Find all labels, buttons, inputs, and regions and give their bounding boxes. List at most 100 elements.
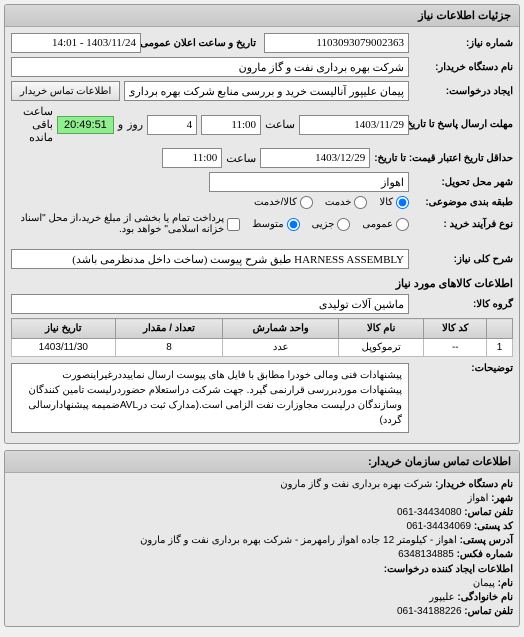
buyer-phone: 34434080-061 (397, 507, 462, 518)
ptype-medium-item[interactable]: متوسط (252, 218, 299, 231)
details-panel: جزئیات اطلاعات نیاز شماره نیاز: تاریخ و … (4, 4, 520, 444)
cell-date: 1403/11/30 (12, 339, 116, 357)
city-k: شهر: (491, 493, 513, 504)
cat-label: طبقه بندی موضوعی: (413, 197, 513, 208)
cell-name: ترموکوپل (338, 339, 423, 357)
cat-service-text: خدمت (325, 197, 352, 208)
day-label: روز (127, 118, 143, 131)
brief-label: شرح کلی نیاز: (413, 254, 513, 265)
fax-k: شماره فکس: (457, 549, 513, 560)
remaining-label: ساعت باقی مانده (11, 105, 53, 144)
goods-group-label: گروه کالا: (413, 299, 513, 310)
dev-name-label: نام دستگاه خریدار: (413, 62, 513, 73)
creator-phone: 34188226-061 (397, 606, 462, 617)
validity-label: حداقل تاریخ اعتبار قیمت: تا تاریخ: (374, 153, 513, 164)
creator-surname: علیپور (429, 592, 454, 603)
buyer-post: 34434069-061 (407, 521, 472, 532)
notes-label: توضیحات: (413, 363, 513, 374)
name-k: نام: (498, 578, 513, 589)
hour-label-2: ساعت (226, 152, 256, 165)
buyer-panel-body: نام دستگاه خریدار: شرکت بهره برداری نفت … (5, 473, 519, 626)
dev-name-input[interactable] (11, 57, 409, 77)
req-create-input[interactable] (124, 81, 409, 101)
cell-idx: 1 (487, 339, 513, 357)
creator-phone-line: تلفن تماس: 34188226-061 (11, 606, 513, 617)
ptype-public-text: عمومی (362, 219, 393, 230)
deadline-date-input[interactable] (299, 115, 409, 135)
col-name: نام کالا (338, 319, 423, 339)
hour-label-1: ساعت (265, 118, 295, 131)
creator-name: پیمان (473, 578, 495, 589)
col-date: تاریخ نیاز (12, 319, 116, 339)
buyer-fax-line: شماره فکس: 6348134885 (11, 549, 513, 560)
ptype-public-radio[interactable] (396, 218, 409, 231)
need-no-input[interactable] (264, 33, 409, 53)
req-create-label: ایجاد درخواست: (413, 86, 513, 97)
and-label: و (118, 118, 123, 131)
cat-radio-group: کالا خدمت کالا/خدمت (254, 196, 409, 209)
notes-box: پیشنهادات فنی ومالی خودرا مطابق با فایل … (11, 363, 409, 433)
buyer-addr: اهواز - کیلومتر 12 جاده اهواز رامهرمز - … (140, 535, 457, 546)
goods-group-input[interactable] (11, 294, 409, 314)
ptype-radio-group: عمومی جزیی متوسط پرداخت تمام یا بخشی از … (11, 213, 409, 235)
buyer-phone-line: تلفن تماس: 34434080-061 (11, 507, 513, 518)
cphone-k: تلفن تماس: (464, 606, 513, 617)
ptype-partial-text: جزیی (312, 219, 335, 230)
validity-time-input[interactable] (162, 148, 222, 168)
deliv-city-input[interactable] (209, 172, 409, 192)
buyer-org: شرکت بهره برداری نفت و گاز مارون (280, 479, 432, 490)
ptype-medium-text: متوسط (252, 219, 283, 230)
phone-k: تلفن تماس: (464, 507, 513, 518)
brief-input[interactable] (11, 249, 409, 269)
ptype-paynote-check[interactable] (227, 218, 240, 231)
cell-unit: عدد (223, 339, 339, 357)
buyer-org-line: نام دستگاه خریدار: شرکت بهره برداری نفت … (11, 479, 513, 490)
contact-buyer-button[interactable]: اطلاعات تماس خریدار (11, 81, 120, 101)
buyer-panel: اطلاعات تماس سازمان خریدار: نام دستگاه خ… (4, 450, 520, 627)
deadline-label: مهلت ارسال پاسخ تا تاریخ: (413, 119, 513, 130)
table-row[interactable]: 1 -- ترموکوپل عدد 8 1403/11/30 (12, 339, 513, 357)
cat-goods-radio[interactable] (396, 196, 409, 209)
buyer-panel-header: اطلاعات تماس سازمان خریدار: (5, 451, 519, 473)
ptype-public-item[interactable]: عمومی (362, 218, 409, 231)
ptype-partial-radio[interactable] (337, 218, 350, 231)
items-table: کد کالا نام کالا واحد شمارش تعداد / مقدا… (11, 318, 513, 357)
announce-dt-label: تاریخ و ساعت اعلان عمومی: (145, 38, 256, 49)
validity-date-input[interactable] (260, 148, 370, 168)
creator-header: اطلاعات ایجاد کننده درخواست: (11, 564, 513, 575)
buyer-city-line: شهر: اهواز (11, 493, 513, 504)
addr-k: آدرس پستی: (460, 535, 513, 546)
cat-both-item[interactable]: کالا/خدمت (254, 196, 313, 209)
cat-service-item[interactable]: خدمت (325, 196, 368, 209)
cell-code: -- (424, 339, 487, 357)
ptype-medium-radio[interactable] (287, 218, 300, 231)
cat-both-radio[interactable] (300, 196, 313, 209)
table-header-row: کد کالا نام کالا واحد شمارش تعداد / مقدا… (12, 319, 513, 339)
buyer-fax: 6348134885 (398, 549, 454, 560)
creator-surname-line: نام خانوادگی: علیپور (11, 592, 513, 603)
deadline-time-input[interactable] (201, 115, 261, 135)
col-unit: واحد شمارش (223, 319, 339, 339)
announce-dt-input[interactable] (11, 33, 141, 53)
buyer-post-line: کد پستی: 34434069-061 (11, 521, 513, 532)
col-code: کد کالا (424, 319, 487, 339)
need-no-label: شماره نیاز: (413, 38, 513, 49)
cat-goods-item[interactable]: کالا (379, 196, 409, 209)
ptype-label: نوع فرآیند خرید : (413, 219, 513, 230)
cat-service-radio[interactable] (354, 196, 367, 209)
buyer-city: اهواز (468, 493, 489, 504)
items-section-header: اطلاعات کالاهای مورد نیاز (11, 277, 513, 290)
surname-k: نام خانوادگی: (457, 592, 513, 603)
col-idx (487, 319, 513, 339)
ptype-partial-item[interactable]: جزیی (312, 218, 351, 231)
buyer-addr-line: آدرس پستی: اهواز - کیلومتر 12 جاده اهواز… (11, 535, 513, 546)
ptype-paynote-text: پرداخت تمام یا بخشی از مبلغ خرید،از محل … (11, 213, 224, 235)
days-left-input[interactable] (147, 115, 197, 135)
creator-name-line: نام: پیمان (11, 578, 513, 589)
cell-qty: 8 (115, 339, 223, 357)
ptype-paynote-item[interactable]: پرداخت تمام یا بخشی از مبلغ خرید،از محل … (11, 213, 240, 235)
dev-name-k: نام دستگاه خریدار: (435, 479, 513, 490)
deliv-city-label: شهر محل تحویل: (413, 177, 513, 188)
col-qty: تعداد / مقدار (115, 319, 223, 339)
post-k: کد پستی: (474, 521, 513, 532)
